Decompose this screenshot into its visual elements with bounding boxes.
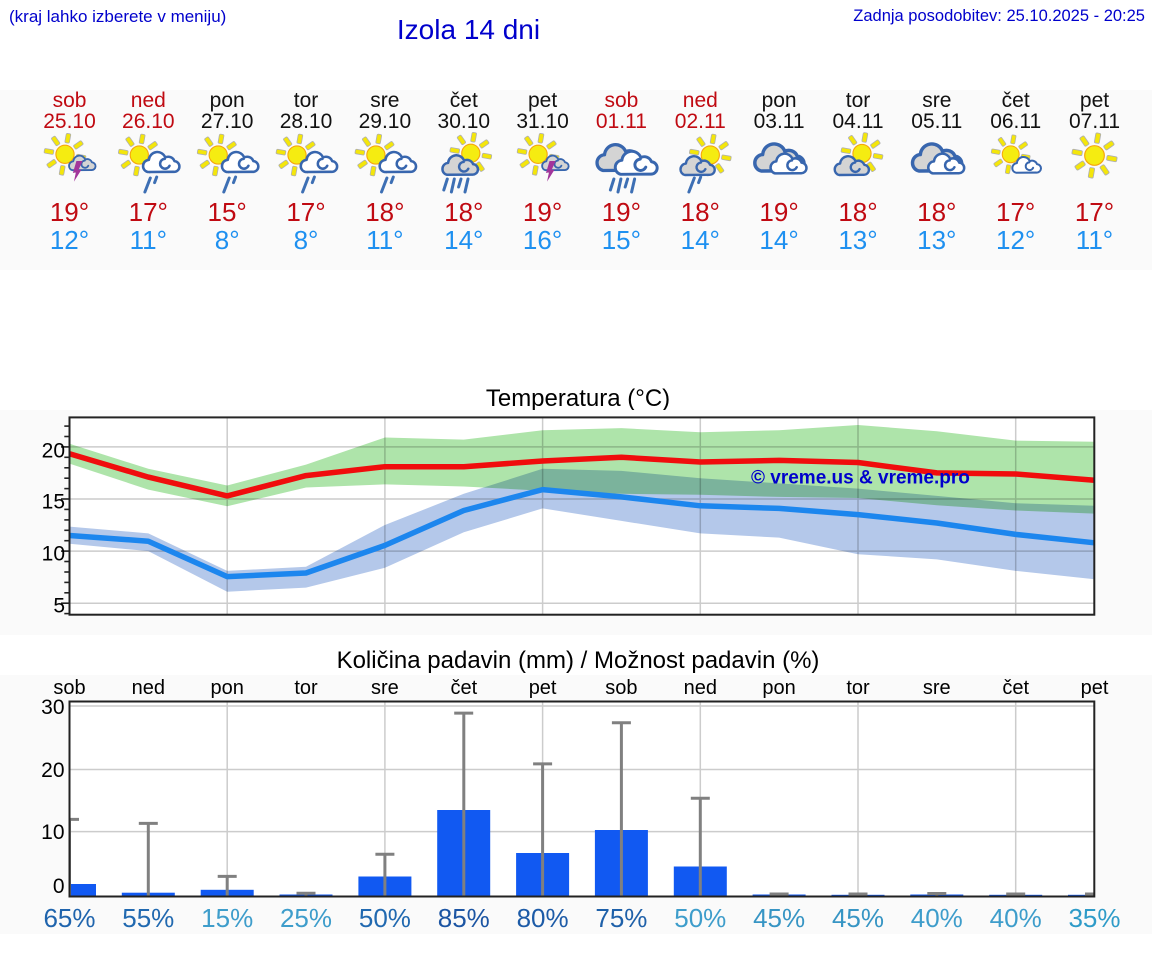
svg-text:Temperatura (°C): Temperatura (°C): [486, 385, 670, 412]
svg-text:15: 15: [42, 491, 65, 514]
svg-text:45%: 45%: [832, 903, 884, 933]
svg-text:50%: 50%: [359, 903, 411, 933]
svg-text:tor: tor: [846, 677, 870, 699]
svg-text:55%: 55%: [122, 903, 174, 933]
svg-text:20: 20: [41, 759, 64, 782]
svg-text:65%: 65%: [43, 903, 95, 933]
svg-text:© vreme.us & vreme.pro: © vreme.us & vreme.pro: [751, 468, 970, 489]
svg-text:ned: ned: [684, 677, 717, 699]
svg-text:čet: čet: [450, 677, 477, 699]
svg-text:40%: 40%: [911, 903, 963, 933]
svg-text:pon: pon: [762, 677, 795, 699]
svg-text:10: 10: [42, 543, 65, 566]
svg-text:35%: 35%: [1068, 903, 1120, 933]
svg-text:10: 10: [41, 821, 64, 844]
svg-text:30: 30: [41, 696, 64, 719]
svg-text:sre: sre: [371, 677, 399, 699]
svg-text:75%: 75%: [595, 903, 647, 933]
svg-text:pet: pet: [529, 677, 557, 699]
svg-text:40%: 40%: [990, 903, 1042, 933]
svg-text:20: 20: [42, 440, 65, 463]
svg-text:85%: 85%: [438, 903, 490, 933]
svg-text:pon: pon: [211, 677, 244, 699]
svg-text:tor: tor: [294, 677, 318, 699]
svg-text:25%: 25%: [280, 903, 332, 933]
svg-text:5: 5: [53, 595, 65, 618]
svg-text:45%: 45%: [753, 903, 805, 933]
svg-text:0: 0: [53, 875, 65, 898]
svg-text:50%: 50%: [674, 903, 726, 933]
svg-text:pet: pet: [1081, 677, 1109, 699]
svg-text:sob: sob: [605, 677, 637, 699]
svg-text:80%: 80%: [517, 903, 569, 933]
svg-text:čet: čet: [1002, 677, 1029, 699]
svg-text:Količina padavin (mm) / Možnos: Količina padavin (mm) / Možnost padavin …: [337, 647, 820, 674]
svg-text:sre: sre: [923, 677, 951, 699]
svg-text:sob: sob: [53, 677, 85, 699]
svg-text:ned: ned: [132, 677, 165, 699]
svg-text:15%: 15%: [201, 903, 253, 933]
